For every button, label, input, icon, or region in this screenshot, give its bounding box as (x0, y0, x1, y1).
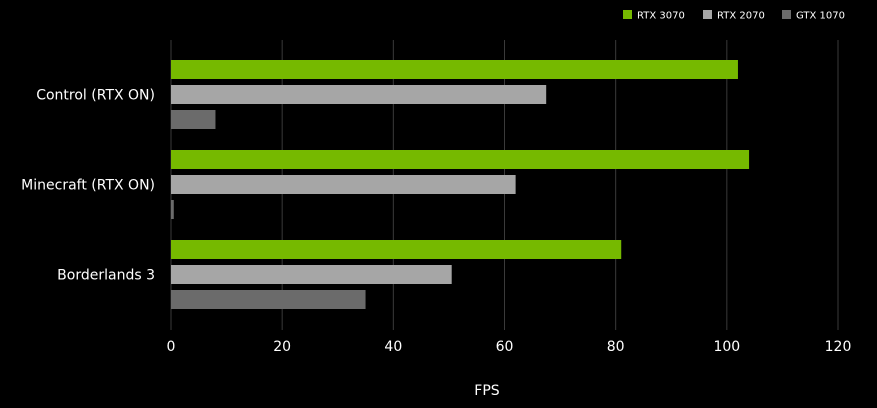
bars (171, 60, 750, 309)
category-label: Minecraft (RTX ON) (21, 178, 155, 194)
x-tick-label: 40 (384, 339, 402, 355)
x-tick-label: 60 (496, 339, 514, 355)
x-axis-title: FPS (474, 383, 499, 399)
x-tick-label: 120 (825, 339, 852, 355)
bar-rtx-3070-0 (171, 60, 738, 79)
bar-rtx-3070-1 (171, 150, 750, 169)
x-tick-label: 80 (607, 339, 625, 355)
legend-swatch (623, 10, 632, 19)
bar-rtx-2070-1 (171, 175, 516, 194)
legend-label: RTX 3070 (637, 11, 685, 22)
category-labels: Control (RTX ON) Minecraft (RTX ON) Border… (21, 88, 155, 284)
bar-rtx-3070-2 (171, 240, 622, 259)
legend-swatch (703, 10, 712, 19)
bar-gtx-1070-2 (171, 290, 366, 309)
legend-label: GTX 1070 (796, 11, 845, 22)
category-label: Borderlands 3 (57, 268, 155, 284)
x-tick-label: 20 (273, 339, 291, 355)
x-tick-labels: 0 20 40 60 80 100 120 (167, 339, 852, 355)
legend-label: RTX 2070 (717, 11, 765, 22)
bar-gtx-1070-1 (171, 200, 174, 219)
bar-gtx-1070-0 (171, 110, 216, 129)
category-label: Control (RTX ON) (36, 88, 155, 104)
x-tick-label: 0 (167, 339, 176, 355)
legend: RTX 3070 RTX 2070 GTX 1070 (623, 10, 845, 22)
bar-rtx-2070-2 (171, 265, 452, 284)
legend-swatch (782, 10, 791, 19)
bar-rtx-2070-0 (171, 85, 547, 104)
x-tick-label: 100 (713, 339, 740, 355)
